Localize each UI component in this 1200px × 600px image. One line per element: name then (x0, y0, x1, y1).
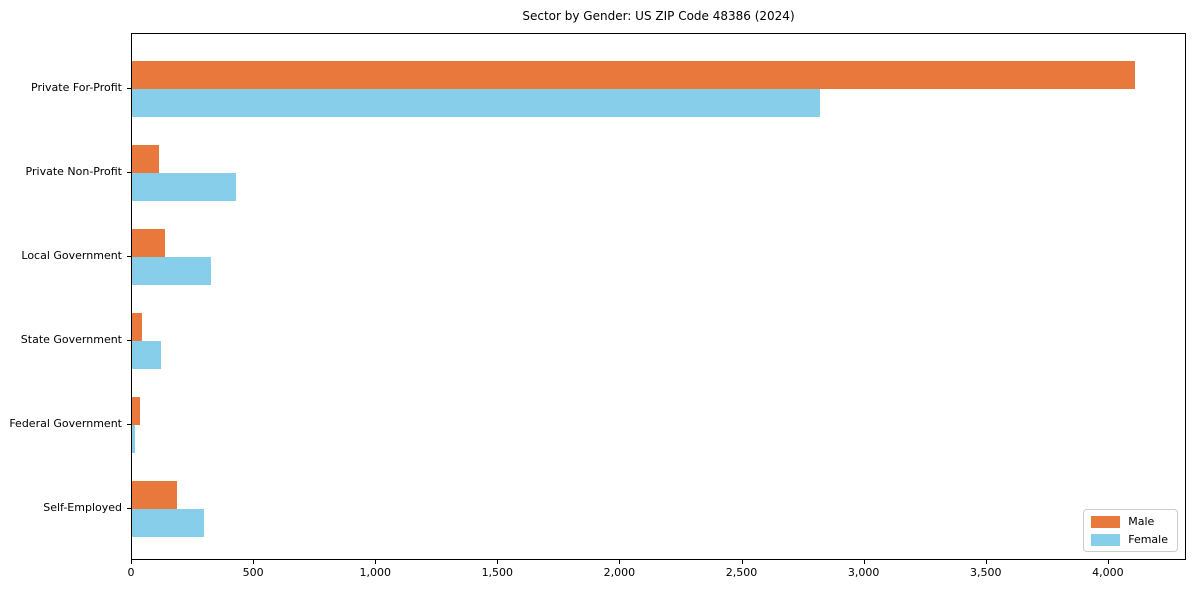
legend-swatch-male-icon (1091, 515, 1121, 528)
y-axis-tick (127, 172, 131, 173)
legend-label-male: Male (1128, 515, 1155, 528)
bar-male-1 (132, 61, 1136, 89)
x-axis-tick (741, 560, 743, 564)
bar-female-6 (132, 509, 205, 537)
x-axis-tick-label: 3,500 (969, 566, 1002, 579)
category-label: Private For-Profit (31, 81, 122, 94)
y-axis-tick (127, 340, 131, 341)
bar-male-3 (132, 229, 166, 257)
x-axis-tick-label: 1,000 (359, 566, 391, 579)
x-axis-tick-label: 500 (242, 566, 264, 579)
x-axis-tick-label: 2,500 (725, 566, 758, 579)
chart-title: Sector by Gender: US ZIP Code 48386 (202… (522, 9, 795, 23)
legend-label-female: Female (1128, 533, 1168, 546)
bar-female-1 (132, 89, 821, 117)
x-axis-tick (619, 560, 621, 564)
plot-area: Male Female (131, 33, 1186, 560)
x-axis-tick (863, 560, 865, 564)
bar-male-5 (132, 397, 140, 425)
y-axis-tick (127, 508, 131, 509)
bar-female-4 (132, 341, 161, 369)
bar-female-2 (132, 173, 236, 201)
x-axis-tick (985, 560, 987, 564)
y-axis-tick (127, 256, 131, 257)
x-axis-tick (1107, 560, 1109, 564)
x-axis-tick-label: 0 (127, 566, 135, 579)
category-label: Federal Government (9, 417, 122, 430)
x-axis-tick (497, 560, 499, 564)
bar-female-5 (132, 425, 135, 453)
x-axis-tick (131, 560, 132, 564)
legend: Male Female (1083, 509, 1178, 552)
legend-item-female: Female (1091, 533, 1168, 546)
bar-male-4 (132, 313, 142, 341)
bar-male-6 (132, 481, 177, 509)
y-axis-tick (127, 424, 131, 425)
legend-swatch-female-icon (1091, 533, 1121, 546)
legend-item-male: Male (1091, 515, 1168, 528)
x-axis-tick (375, 560, 377, 564)
x-axis-tick (253, 560, 255, 564)
category-label: Self-Employed (43, 501, 122, 514)
x-axis-tick-label: 4,000 (1092, 566, 1124, 579)
category-label: Private Non-Profit (25, 165, 122, 178)
x-axis-tick-label: 3,000 (847, 566, 880, 579)
category-label: State Government (20, 333, 122, 346)
bar-female-3 (132, 257, 211, 285)
x-axis-tick-label: 1,500 (481, 566, 514, 579)
x-axis-tick-label: 2,000 (603, 566, 636, 579)
category-label: Local Government (21, 249, 122, 262)
y-axis-tick (127, 88, 131, 89)
bar-male-2 (132, 145, 159, 173)
